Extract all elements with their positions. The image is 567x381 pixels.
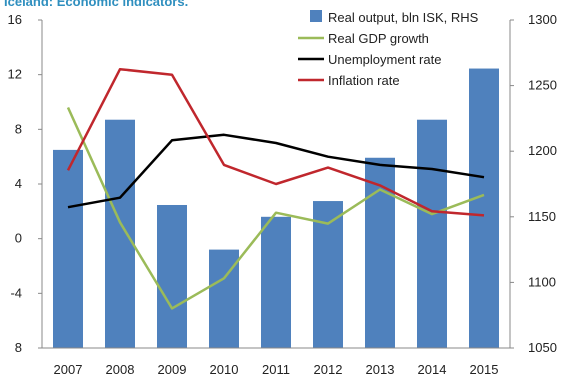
- x-tick-label: 2013: [366, 362, 395, 377]
- x-tick-label: 2009: [158, 362, 187, 377]
- x-tick-label: 2008: [106, 362, 135, 377]
- bar-2014: [417, 119, 447, 348]
- x-tick-label: 2011: [262, 362, 290, 377]
- axes: 8 -4 0 4 8 12 16 1050 1100 1150 1200 1250 1300 2007 20…: [8, 12, 557, 377]
- bar-2015: [469, 68, 499, 348]
- left-tick-label: -4: [10, 285, 22, 300]
- left-tick-label: 8: [15, 121, 22, 136]
- legend-label: Inflation rate: [328, 73, 400, 88]
- left-tick-label: 16: [8, 12, 22, 27]
- x-tick-label: 2012: [314, 362, 343, 377]
- right-tick-label: 1250: [528, 78, 557, 93]
- legend-label: Real GDP growth: [328, 31, 429, 46]
- right-tick-label: 1300: [528, 12, 557, 27]
- legend-label: Unemployment rate: [328, 52, 441, 67]
- x-tick-label: 2015: [470, 362, 499, 377]
- x-tick-label: 2014: [418, 362, 447, 377]
- legend-swatch: [310, 10, 322, 22]
- line-series: [66, 67, 485, 310]
- left-tick-label: 0: [15, 231, 22, 246]
- bar-2009: [157, 204, 187, 348]
- left-tick-label: 8: [15, 340, 22, 355]
- chart-title: Iceland: Economic indicators.: [4, 0, 188, 9]
- bar-2011: [261, 216, 291, 348]
- x-tick-label: 2007: [54, 362, 83, 377]
- line-real-gdp-growth: [66, 106, 485, 310]
- chart-title-text: Iceland: Economic indicators.: [4, 0, 188, 9]
- line-unemployment-rate: [67, 133, 485, 209]
- right-tick-label: 1100: [528, 274, 556, 289]
- bar-2012: [313, 201, 343, 348]
- right-tick-label: 1200: [528, 143, 557, 158]
- line-inflation-rate: [66, 67, 485, 217]
- legend: Real output, bln ISK, RHS Real GDP growth…: [298, 10, 479, 88]
- x-tick-label: 2010: [210, 362, 239, 377]
- right-tick-label: 1050: [528, 340, 557, 355]
- right-tick-label: 1150: [528, 209, 556, 224]
- left-tick-label: 4: [15, 176, 22, 191]
- bar-2008: [105, 119, 135, 348]
- bar-series: [53, 68, 499, 348]
- left-tick-label: 12: [8, 67, 22, 82]
- legend-label: Real output, bln ISK, RHS: [328, 10, 479, 25]
- bar-2007: [53, 149, 83, 348]
